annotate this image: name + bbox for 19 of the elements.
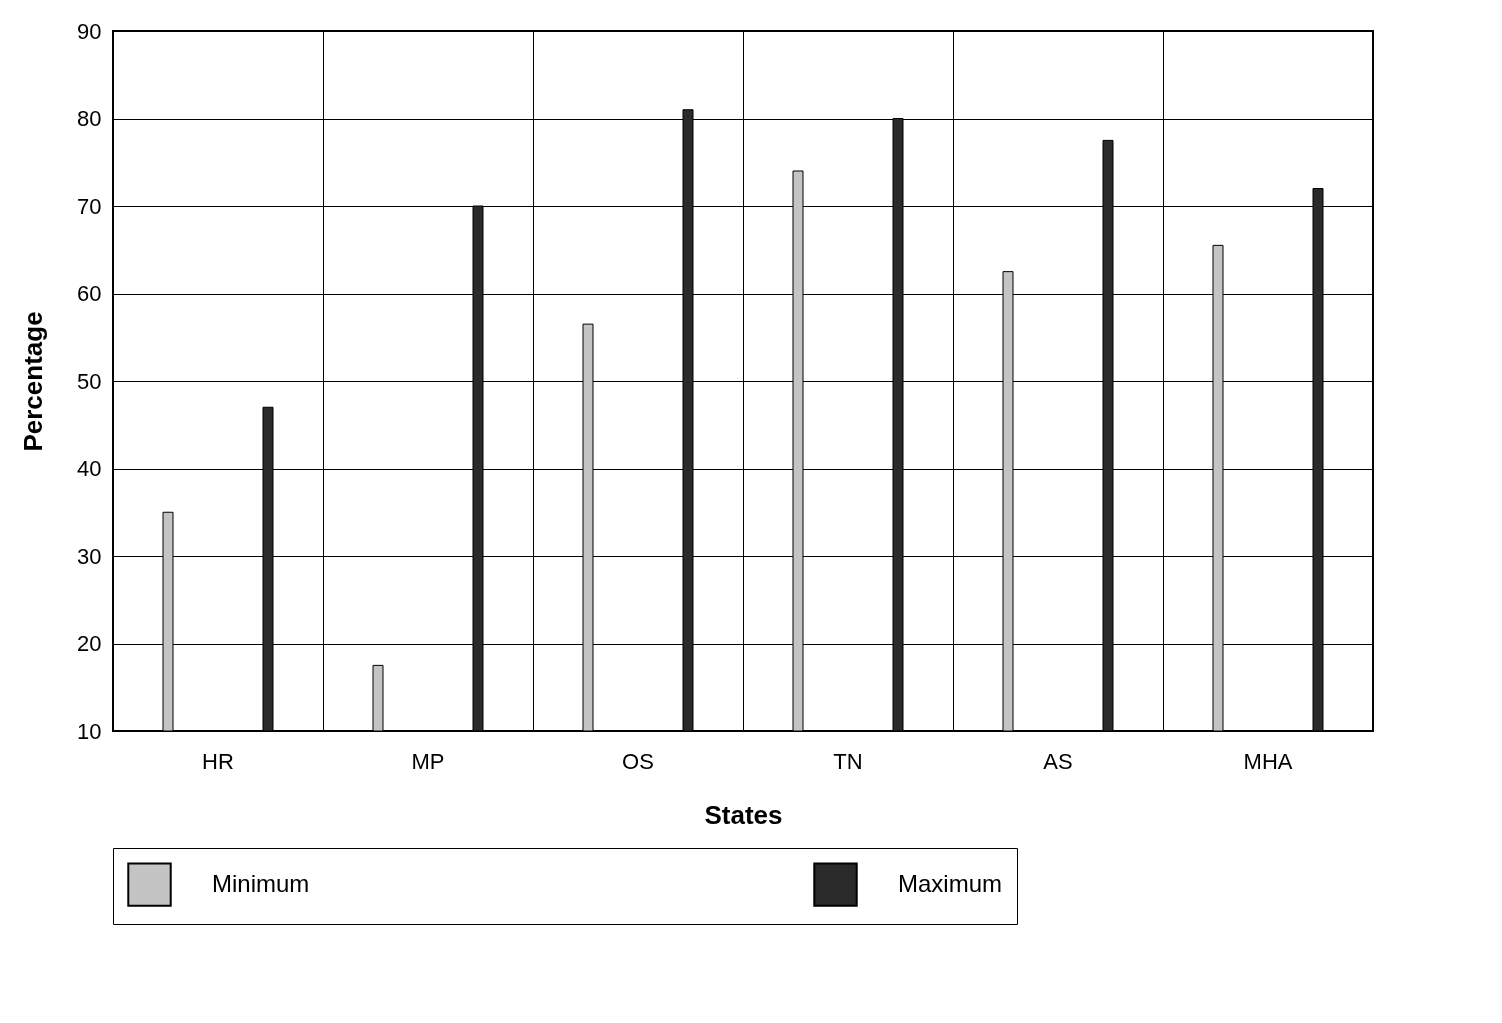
y-tick-label: 90	[77, 18, 102, 44]
y-tick-label: 20	[77, 631, 102, 656]
x-tick-label: HR	[202, 748, 234, 774]
x-tick-label: AS	[1043, 748, 1073, 774]
x-axis-title: States	[704, 799, 783, 830]
y-tick-label: 40	[77, 456, 102, 481]
y-tick-label: 30	[77, 543, 102, 569]
y-axis-title: Percentage	[18, 311, 49, 452]
legend-label: Maximum	[898, 869, 1003, 897]
y-tick-label: 80	[77, 106, 102, 131]
y-tick-label: 10	[77, 718, 102, 744]
legend-label: Minimum	[212, 869, 310, 897]
y-tick-label: 60	[77, 281, 102, 306]
x-tick-label: MP	[411, 748, 445, 774]
y-tick-label: 50	[77, 368, 102, 394]
x-tick-label: TN	[833, 748, 863, 774]
x-tick-label: OS	[622, 748, 654, 774]
y-tick-label: 70	[77, 193, 102, 219]
x-tick-label: MHA	[1243, 748, 1293, 774]
